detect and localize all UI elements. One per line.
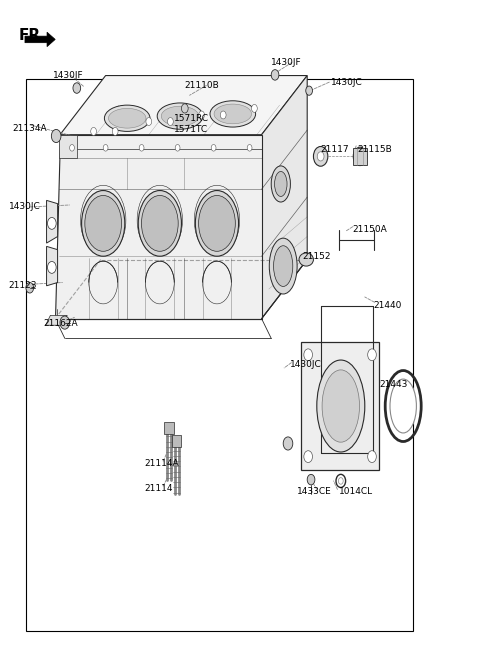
Text: 1430JC: 1430JC: [331, 78, 363, 87]
Ellipse shape: [142, 196, 178, 252]
Text: 1430JC: 1430JC: [290, 360, 322, 369]
Circle shape: [353, 147, 367, 166]
Ellipse shape: [138, 191, 181, 256]
Circle shape: [48, 261, 56, 273]
Text: 1014CL: 1014CL: [339, 487, 373, 496]
Text: 1430JC: 1430JC: [9, 202, 40, 212]
Circle shape: [252, 104, 257, 112]
Circle shape: [283, 437, 293, 450]
Circle shape: [48, 217, 56, 229]
Ellipse shape: [108, 108, 146, 128]
Text: 21114A: 21114A: [144, 459, 179, 468]
Text: FR.: FR.: [18, 28, 46, 43]
Ellipse shape: [157, 103, 203, 129]
Polygon shape: [262, 76, 307, 319]
Polygon shape: [164, 422, 174, 434]
Ellipse shape: [299, 253, 313, 266]
Circle shape: [220, 111, 226, 119]
Circle shape: [317, 152, 324, 161]
Polygon shape: [301, 342, 379, 470]
Circle shape: [103, 145, 108, 151]
Circle shape: [168, 118, 173, 125]
Text: 1430JF: 1430JF: [53, 71, 84, 80]
Text: 21162A: 21162A: [43, 319, 78, 328]
Circle shape: [26, 283, 34, 293]
Circle shape: [271, 70, 279, 80]
Circle shape: [146, 118, 152, 125]
Circle shape: [368, 451, 376, 463]
Text: 21123: 21123: [9, 281, 37, 290]
Circle shape: [139, 145, 144, 151]
Circle shape: [304, 451, 312, 463]
Polygon shape: [55, 135, 262, 319]
Circle shape: [73, 83, 81, 93]
Polygon shape: [47, 200, 58, 243]
Text: 1571RC: 1571RC: [174, 114, 209, 123]
Polygon shape: [46, 315, 67, 325]
Ellipse shape: [271, 166, 290, 202]
Ellipse shape: [390, 379, 416, 433]
Ellipse shape: [195, 191, 239, 256]
Text: 1571TC: 1571TC: [174, 125, 208, 134]
Circle shape: [112, 127, 118, 135]
Text: 21110B: 21110B: [185, 81, 219, 90]
Polygon shape: [59, 135, 77, 158]
Ellipse shape: [161, 106, 199, 126]
Bar: [26, 79, 413, 631]
Text: 21117: 21117: [321, 145, 349, 154]
Circle shape: [181, 104, 188, 113]
Polygon shape: [60, 76, 307, 135]
Circle shape: [313, 147, 328, 166]
Ellipse shape: [210, 101, 255, 127]
Circle shape: [199, 111, 204, 119]
Text: 21150A: 21150A: [353, 225, 387, 235]
Text: 21440: 21440: [373, 301, 402, 310]
Circle shape: [51, 129, 61, 143]
Ellipse shape: [274, 246, 293, 286]
Ellipse shape: [269, 238, 297, 294]
Text: 21115B: 21115B: [358, 145, 392, 154]
Text: 21114: 21114: [144, 484, 172, 493]
Polygon shape: [172, 435, 181, 447]
Circle shape: [338, 478, 343, 484]
Circle shape: [304, 349, 312, 361]
Text: 21152: 21152: [302, 252, 331, 261]
Polygon shape: [25, 32, 55, 47]
Circle shape: [307, 474, 315, 485]
Circle shape: [70, 145, 74, 151]
Ellipse shape: [104, 105, 150, 131]
Ellipse shape: [214, 104, 252, 124]
Circle shape: [175, 145, 180, 151]
Polygon shape: [47, 246, 58, 286]
Circle shape: [60, 316, 70, 329]
Ellipse shape: [322, 370, 360, 442]
Circle shape: [368, 349, 376, 361]
Ellipse shape: [317, 360, 365, 452]
Text: 1433CE: 1433CE: [297, 487, 331, 496]
Ellipse shape: [82, 191, 125, 256]
Circle shape: [91, 127, 96, 135]
Ellipse shape: [275, 171, 287, 196]
Circle shape: [306, 86, 312, 95]
Circle shape: [247, 145, 252, 151]
Polygon shape: [353, 148, 367, 165]
Ellipse shape: [199, 196, 235, 252]
Text: 21134A: 21134A: [12, 124, 47, 133]
Text: 1430JF: 1430JF: [271, 58, 302, 67]
Text: 21443: 21443: [379, 380, 408, 389]
Circle shape: [211, 145, 216, 151]
Ellipse shape: [85, 196, 121, 252]
